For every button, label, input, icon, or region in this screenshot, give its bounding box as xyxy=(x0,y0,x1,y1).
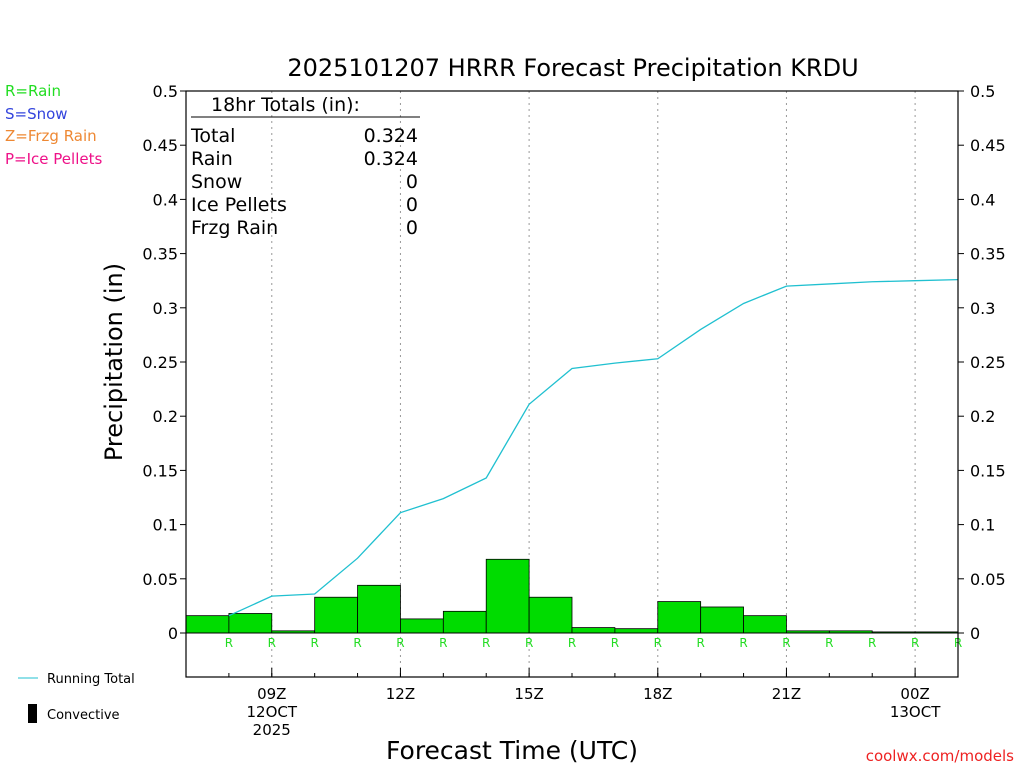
convective-legend-swatch xyxy=(28,704,37,723)
ptype-marker: R xyxy=(568,636,576,650)
precip-bar xyxy=(657,601,702,634)
y-tick-label-right: 0.05 xyxy=(970,570,1006,589)
totals-label: Snow xyxy=(191,171,242,193)
precip-bar xyxy=(528,596,573,634)
ptype-marker: R xyxy=(654,636,662,650)
ptype-marker: R xyxy=(868,636,876,650)
legend-snow: S=Snow xyxy=(5,105,68,123)
running-total-legend-label: Running Total xyxy=(47,672,135,687)
x-tick-label: 00Z xyxy=(900,685,929,703)
ptype-marker: R xyxy=(782,636,790,650)
ptype-marker: R xyxy=(439,636,447,650)
legend-rain: R=Rain xyxy=(5,82,61,100)
precip-bar xyxy=(743,615,787,634)
y-tick-label-right: 0.25 xyxy=(970,353,1006,372)
totals-value: 0 xyxy=(406,171,418,193)
y-tick-label-left: 0.05 xyxy=(142,570,178,589)
ptype-marker: R xyxy=(611,636,619,650)
precip-bar xyxy=(571,627,616,634)
x-axis-label: Forecast Time (UTC) xyxy=(386,736,638,765)
x-tick-label: 15Z xyxy=(514,685,543,703)
y-tick-label-right: 0.15 xyxy=(970,461,1006,480)
y-tick-label-right: 0.35 xyxy=(970,245,1006,264)
totals-label: Ice Pellets xyxy=(191,194,287,216)
totals-value: 0 xyxy=(406,217,418,239)
plot-area: R R R R R R R R R R R R R R R R R R0 00.05 0.050.1 0.10.15 0.… xyxy=(142,82,1005,739)
ptype-marker: R xyxy=(739,636,747,650)
y-tick-label-right: 0.45 xyxy=(970,136,1006,155)
precip-bar xyxy=(185,615,230,634)
precip-bar xyxy=(357,584,401,634)
y-tick-label-left: 0.45 xyxy=(142,136,178,155)
precip-bar xyxy=(228,613,273,634)
totals-label: Total xyxy=(190,125,235,147)
precip-bar xyxy=(314,596,358,634)
running-total-line xyxy=(228,278,959,617)
x-tick-label: 13OCT xyxy=(890,703,941,721)
credit-text: coolwx.com/models xyxy=(866,747,1014,765)
y-axis-label: Precipitation (in) xyxy=(100,263,128,461)
y-tick-label-right: 0.2 xyxy=(970,407,995,426)
totals-heading: 18hr Totals (in): xyxy=(211,94,360,116)
ptype-marker: R xyxy=(268,636,276,650)
y-tick-label-left: 0.3 xyxy=(153,299,178,318)
ptype-marker: R xyxy=(696,636,704,650)
y-tick-label-left: 0.15 xyxy=(142,461,178,480)
x-tick-label: 12OCT xyxy=(247,703,298,721)
convective-legend-label: Convective xyxy=(47,708,120,723)
precip-bar xyxy=(700,606,744,634)
y-tick-label-right: 0.1 xyxy=(970,516,995,535)
ptype-marker: R xyxy=(225,636,233,650)
precip-bar xyxy=(485,558,530,634)
x-tick-label: 2025 xyxy=(253,721,291,739)
totals-value: 0.324 xyxy=(364,125,418,147)
y-tick-label-left: 0.25 xyxy=(142,353,178,372)
y-tick-label-right: 0.5 xyxy=(970,82,995,101)
chart-title: 2025101207 HRRR Forecast Precipitation K… xyxy=(287,54,858,82)
ptype-marker: R xyxy=(525,636,533,650)
y-tick-label-left: 0.5 xyxy=(153,82,178,101)
y-tick-label-right: 0 xyxy=(970,624,980,643)
y-tick-label-left: 0.1 xyxy=(153,516,178,535)
precip-bar xyxy=(614,628,659,634)
ptype-marker: R xyxy=(310,636,318,650)
ptype-marker: R xyxy=(396,636,404,650)
ptype-marker: R xyxy=(825,636,833,650)
legend-ice-pellets: P=Ice Pellets xyxy=(5,150,102,168)
ptype-marker: R xyxy=(482,636,490,650)
x-tick-label: 18Z xyxy=(643,685,672,703)
y-tick-label-left: 0.35 xyxy=(142,245,178,264)
y-tick-label-right: 0.3 xyxy=(970,299,995,318)
x-tick-label: 09Z xyxy=(257,685,286,703)
y-tick-label-right: 0.4 xyxy=(970,190,995,209)
totals-value: 0.324 xyxy=(364,148,418,170)
x-tick-label: 21Z xyxy=(772,685,801,703)
y-tick-label-left: 0 xyxy=(168,624,178,643)
ptype-marker: R xyxy=(911,636,919,650)
ptype-marker: R xyxy=(353,636,361,650)
totals-value: 0 xyxy=(406,194,418,216)
x-tick-label: 12Z xyxy=(386,685,415,703)
y-tick-label-left: 0.2 xyxy=(153,407,178,426)
plot-frame xyxy=(185,90,959,678)
totals-label: Frzg Rain xyxy=(191,217,278,239)
totals-label: Rain xyxy=(191,148,233,170)
y-tick-label-left: 0.4 xyxy=(153,190,178,209)
precip-bar xyxy=(442,610,487,634)
legend-frzg-rain: Z=Frzg Rain xyxy=(5,127,97,145)
precip-bar xyxy=(400,618,444,634)
